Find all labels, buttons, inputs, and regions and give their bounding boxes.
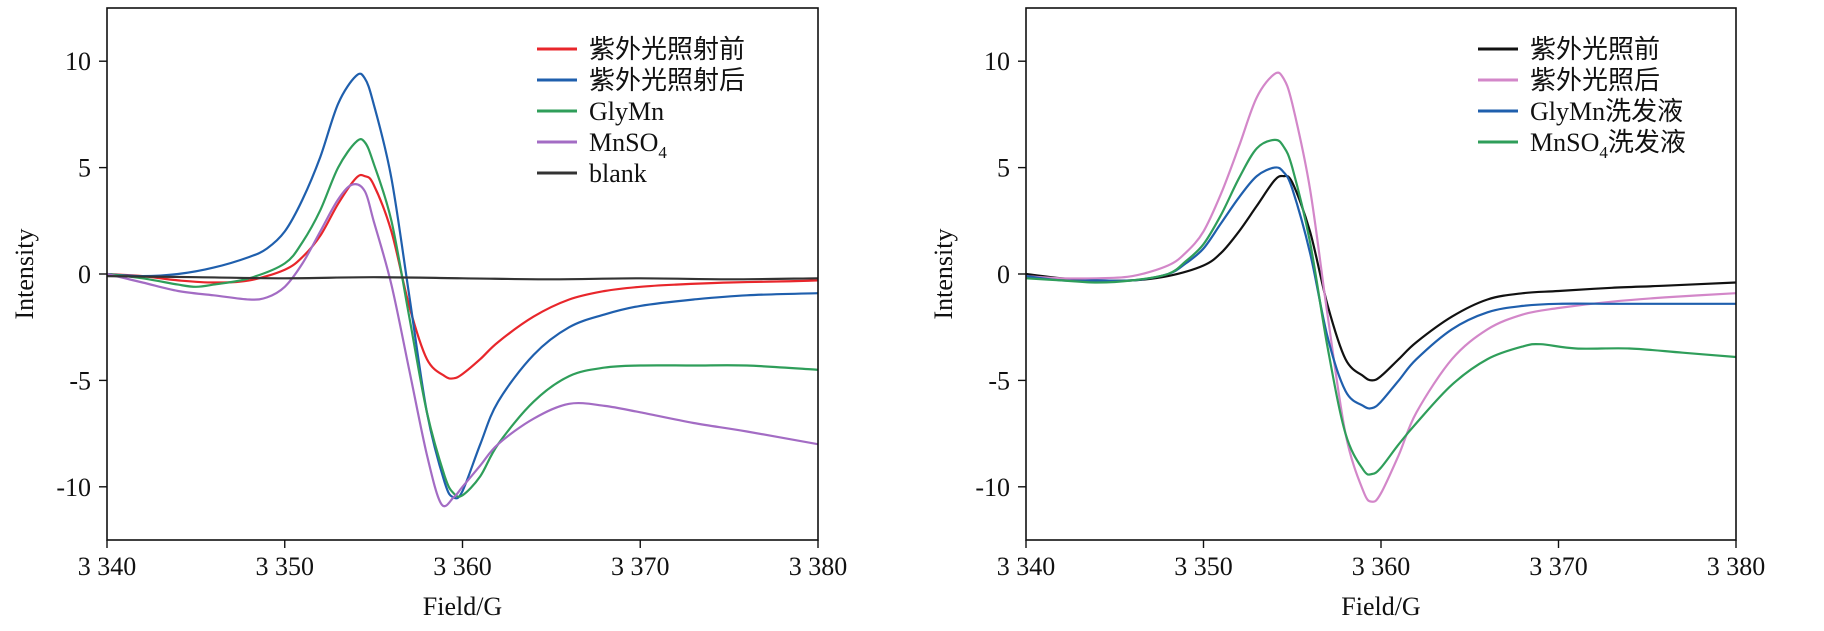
legend-label: GlyMn洗发液 — [1530, 97, 1683, 126]
y-tick-label: 10 — [984, 47, 1010, 76]
y-tick-label: 0 — [997, 260, 1010, 289]
y-tick-label: 5 — [997, 154, 1010, 183]
x-tick-label: 3 370 — [611, 552, 670, 581]
series-group — [1026, 71, 1736, 503]
legend-label: blank — [589, 159, 647, 188]
x-tick-label: 3 350 — [256, 552, 315, 581]
series-line-4 — [107, 183, 818, 508]
y-tick-label: 0 — [78, 260, 91, 289]
legend-label: 紫外光照射后 — [589, 66, 745, 95]
x-tick-label: 3 380 — [1707, 552, 1766, 581]
x-tick-label: 3 360 — [433, 552, 492, 581]
x-axis-label: Field/G — [423, 592, 502, 621]
legend-label: GlyMn — [589, 97, 664, 126]
series-group — [107, 72, 818, 508]
series-line-4 — [1026, 138, 1736, 476]
y-tick-label: 10 — [65, 47, 91, 76]
legend-label: MnSO4洗发液 — [1530, 128, 1686, 162]
chart-panel-2: 3 340 3 350 3 360 3 370 3 380 10 5 0 -5 -10 Field/… — [929, 7, 1766, 621]
y-tick-label: -5 — [988, 366, 1010, 395]
x-tick-label: 3 340 — [78, 552, 137, 581]
legend-label: 紫外光照前 — [1530, 35, 1660, 64]
y-tick-label: 5 — [78, 154, 91, 183]
series-line-5 — [107, 275, 818, 281]
x-tick-label: 3 350 — [1174, 552, 1233, 581]
y-tick-label: -5 — [69, 366, 91, 395]
legend-label: MnSO4 — [589, 128, 667, 162]
x-axis-label: Field/G — [1341, 592, 1420, 621]
y-tick-label: -10 — [975, 473, 1010, 502]
y-axis-label: Intensity — [10, 229, 39, 320]
legend-label: 紫外光照射前 — [589, 35, 745, 64]
y-tick-label: -10 — [56, 473, 91, 502]
x-tick-label: 3 340 — [997, 552, 1056, 581]
series-line-1 — [1026, 174, 1736, 382]
x-tick-label: 3 370 — [1529, 552, 1588, 581]
legend-label: 紫外光照后 — [1530, 66, 1660, 95]
series-line-3 — [107, 138, 818, 498]
y-axis-label: Intensity — [929, 229, 958, 320]
x-tick-label: 3 380 — [789, 552, 848, 581]
series-line-1 — [107, 173, 818, 380]
series-line-2 — [1026, 71, 1736, 503]
x-tick-label: 3 360 — [1352, 552, 1411, 581]
series-line-2 — [107, 72, 818, 500]
chart-panel-1: 3 340 3 350 3 360 3 370 3 380 10 5 0 -5 -10 Field/… — [10, 7, 848, 621]
